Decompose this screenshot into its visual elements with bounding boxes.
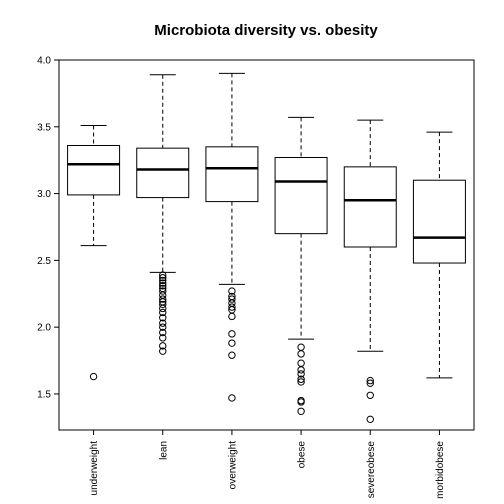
outlier-point: [366, 415, 374, 424]
outlier-point: [159, 300, 167, 309]
outlier-point: [159, 328, 167, 337]
box-group: [67, 72, 466, 424]
x-category-label: obese: [297, 441, 308, 469]
x-axis: underweight lean overweight obese severeobes…: [89, 430, 446, 499]
box-morbidobese: [412, 131, 466, 379]
outlier-point: [159, 314, 167, 322]
outlier-point: [228, 295, 236, 303]
x-category-label: lean: [158, 441, 169, 460]
y-axis: 4.0 3.5 3.0 2.5 2.0 1.5: [37, 56, 59, 400]
iqr-box: [412, 179, 466, 264]
iqr-box: [205, 146, 259, 203]
box-obese: [274, 116, 328, 415]
box-overweight: [205, 72, 259, 402]
outlier-point: [297, 359, 305, 367]
outlier-point: [297, 375, 305, 383]
x-category-label: morbidobese: [435, 441, 446, 499]
outlier-point: [159, 308, 167, 317]
outlier-point: [297, 378, 305, 386]
y-tick-label: 2.5: [37, 256, 51, 267]
chart-title: Microbiota diversity vs. obesity: [154, 22, 378, 39]
outlier-point: [297, 366, 305, 374]
box-lean: [136, 74, 190, 355]
outlier-point: [159, 274, 167, 282]
y-tick-label: 3.0: [37, 189, 51, 200]
x-category-label: underweight: [89, 441, 100, 496]
iqr-box: [274, 157, 328, 235]
outlier-point: [159, 295, 167, 303]
outlier-point: [159, 276, 167, 285]
y-tick-label: 1.5: [37, 389, 51, 400]
box-underweight: [67, 124, 121, 381]
y-tick-label: 3.5: [37, 122, 51, 133]
outlier-point: [159, 323, 167, 331]
outlier-point: [228, 303, 236, 311]
x-category-label: overweight: [227, 441, 238, 490]
outlier-point: [228, 351, 236, 359]
plot-frame: [58, 59, 475, 431]
outlier-point: [228, 287, 236, 295]
outlier-point: [297, 370, 305, 378]
outlier-point: [159, 287, 167, 295]
outlier-point: [228, 394, 236, 402]
outlier-point: [228, 330, 236, 338]
outlier-point: [297, 350, 305, 358]
outlier-point: [159, 304, 167, 313]
iqr-box: [343, 166, 397, 248]
outlier-point: [159, 319, 167, 327]
outlier-point: [159, 271, 167, 279]
outlier-point: [159, 282, 167, 290]
outlier-point: [228, 339, 236, 347]
outlier-point: [366, 391, 374, 399]
outlier-point: [297, 343, 305, 351]
iqr-box: [136, 147, 190, 199]
outlier-point: [366, 379, 374, 387]
x-category-label: severeobese: [366, 441, 377, 499]
box-severeobese: [343, 119, 397, 424]
outlier-point: [159, 342, 167, 350]
y-tick-label: 4.0: [37, 56, 51, 67]
outlier-point: [89, 372, 98, 381]
outlier-point: [159, 334, 167, 342]
outlier-point: [297, 407, 305, 415]
y-tick-label: 2.0: [37, 323, 51, 334]
outlier-point: [159, 279, 167, 287]
outlier-point: [297, 398, 305, 406]
outlier-point: [366, 376, 374, 385]
outlier-point: [228, 312, 236, 321]
outlier-point: [159, 347, 167, 355]
iqr-box: [67, 144, 121, 196]
